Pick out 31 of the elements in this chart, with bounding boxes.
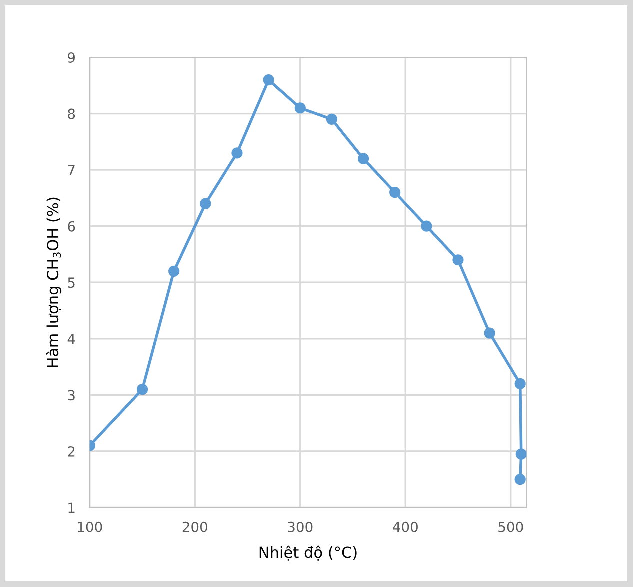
point <box>484 328 496 339</box>
point <box>200 198 212 210</box>
y-axis-title: Hàm lượng CH$_{3}$OH (%) <box>46 198 62 368</box>
point <box>168 266 180 277</box>
x-tick-label: 300 <box>288 522 313 532</box>
point <box>390 187 401 198</box>
x-axis-title: Nhiệt độ (°C) <box>260 546 357 561</box>
point <box>514 378 526 390</box>
y-tick-label: 2 <box>68 446 75 457</box>
point <box>294 102 306 114</box>
point <box>326 114 338 125</box>
x-tick-label: 200 <box>182 522 208 532</box>
y-tick-label: 6 <box>68 221 76 232</box>
point <box>421 220 432 232</box>
y-tick-label: 4 <box>68 334 76 344</box>
y-tick-label: 9 <box>68 52 76 63</box>
point <box>232 148 243 159</box>
point <box>136 384 148 396</box>
y-tick-label: 5 <box>68 278 75 288</box>
point <box>358 153 370 164</box>
y-tick-label: 1 <box>68 502 75 514</box>
point <box>263 74 274 86</box>
x-tick-label: 100 <box>78 522 102 532</box>
x-tick-label: 400 <box>393 522 418 532</box>
y-tick-label: 8 <box>68 108 76 120</box>
x-tick-label: 500 <box>498 522 524 532</box>
y-tick-label: 7 <box>68 165 75 176</box>
y-tick-label: 3 <box>68 390 75 401</box>
point <box>452 254 464 266</box>
point <box>514 474 526 486</box>
point <box>516 448 527 460</box>
